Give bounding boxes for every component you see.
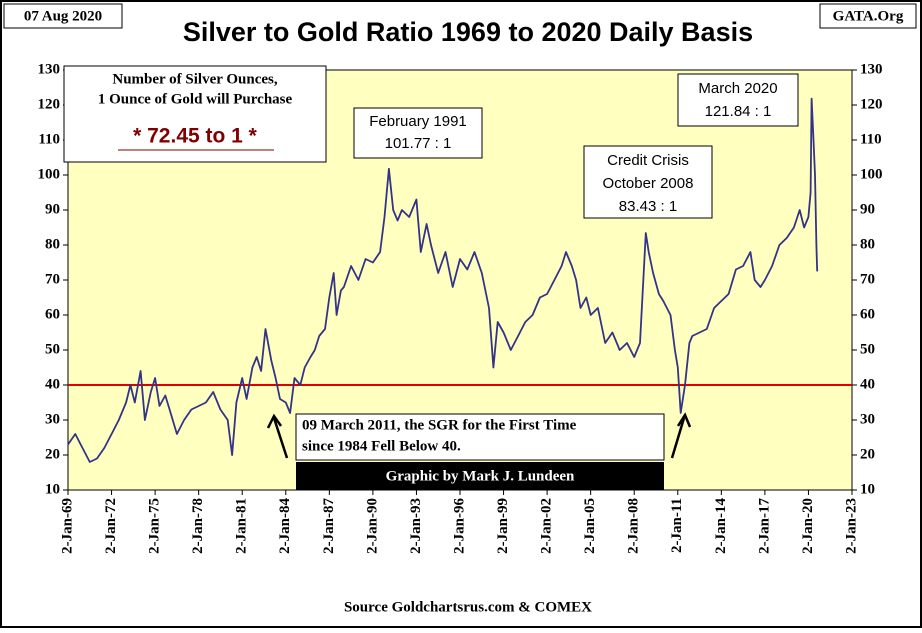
site-label: GATA.Org <box>833 8 904 24</box>
y-tick-label: 70 <box>45 271 60 287</box>
source: Source Goldchartsrus.com & COMEX <box>344 599 592 615</box>
y-tick-label: 110 <box>860 131 882 147</box>
y-tick-label: 10 <box>860 481 875 497</box>
x-tick-label: 2-Jan-17 <box>756 498 772 554</box>
date-box <box>3 3 123 29</box>
y-tick-label: 120 <box>38 96 61 112</box>
annotation-box <box>295 413 665 461</box>
annotation: February 1991 <box>369 113 467 130</box>
x-tick-label: 2-Jan-69 <box>59 498 75 554</box>
y-tick-label: 120 <box>860 96 883 112</box>
annotation: 101.77 : 1 <box>385 135 452 152</box>
x-tick-label: 2-Jan-81 <box>234 498 250 554</box>
x-tick-label: 2-Jan-05 <box>582 498 598 554</box>
y-tick-label: 30 <box>860 411 875 427</box>
y-tick-label: 40 <box>860 376 875 392</box>
y-tick-label: 20 <box>45 446 60 462</box>
y-tick-label: 30 <box>45 411 60 427</box>
x-tick-label: 2-Jan-87 <box>321 498 337 554</box>
x-tick-label: 2-Jan-84 <box>277 498 293 554</box>
annotation-box <box>677 73 799 127</box>
y-tick-label: 70 <box>860 271 875 287</box>
annotation-box <box>583 145 713 219</box>
data-line <box>67 97 819 463</box>
info-line: 1 Ounce of Gold will Purchase <box>98 91 293 107</box>
y-tick-label: 100 <box>860 166 883 182</box>
info-value: * 72.45 to 1 * <box>133 125 258 148</box>
y-tick-label: 50 <box>860 341 875 357</box>
y-tick-label: 130 <box>860 61 883 77</box>
annotation-box <box>353 107 483 159</box>
annotation: October 2008 <box>603 175 694 192</box>
site-box <box>819 3 917 29</box>
y-tick-label: 90 <box>45 201 60 217</box>
x-tick-label: 2-Jan-78 <box>190 498 206 554</box>
y-tick-label: 50 <box>45 341 60 357</box>
x-tick-label: 2-Jan-14 <box>713 498 729 554</box>
credit: Graphic by Mark J. Lundeen <box>386 468 575 484</box>
arrow <box>670 412 692 459</box>
y-tick-label: 10 <box>45 481 60 497</box>
info-box <box>63 65 327 163</box>
x-tick-label: 2-Jan-75 <box>147 498 163 554</box>
chart-title: Silver to Gold Ratio 1969 to 2020 Daily … <box>183 17 753 47</box>
annotation: 09 March 2011, the SGR for the First Tim… <box>302 417 577 433</box>
x-tick-label: 2-Jan-96 <box>451 498 467 554</box>
x-tick-label: 2-Jan-99 <box>495 498 511 554</box>
annotation: since 1984 Fell Below 40. <box>302 438 461 454</box>
x-tick-label: 2-Jan-11 <box>669 498 685 553</box>
y-tick-label: 60 <box>860 306 875 322</box>
y-tick-label: 60 <box>45 306 60 322</box>
y-tick-label: 40 <box>45 376 60 392</box>
x-tick-label: 2-Jan-93 <box>408 498 424 554</box>
y-tick-label: 80 <box>45 236 60 252</box>
annotation: 83.43 : 1 <box>619 198 677 215</box>
x-tick-label: 2-Jan-72 <box>103 498 119 554</box>
x-tick-label: 2-Jan-20 <box>800 498 816 554</box>
annotation: March 2020 <box>698 80 777 97</box>
y-tick-label: 130 <box>38 61 61 77</box>
arrow <box>266 413 289 459</box>
y-tick-label: 110 <box>38 131 60 147</box>
date-label: 07 Aug 2020 <box>24 8 102 24</box>
info-line: Number of Silver Ounces, <box>112 71 278 87</box>
x-tick-label: 2-Jan-23 <box>843 498 859 554</box>
y-tick-label: 100 <box>38 166 61 182</box>
y-tick-label: 20 <box>860 446 875 462</box>
x-tick-label: 2-Jan-08 <box>626 498 642 554</box>
y-tick-label: 80 <box>860 236 875 252</box>
y-tick-label: 90 <box>860 201 875 217</box>
credit-box <box>296 462 664 490</box>
annotation: 121.84 : 1 <box>705 103 772 120</box>
x-tick-label: 2-Jan-90 <box>364 498 380 554</box>
x-tick-label: 2-Jan-02 <box>539 498 555 554</box>
annotation: Credit Crisis <box>607 152 689 169</box>
